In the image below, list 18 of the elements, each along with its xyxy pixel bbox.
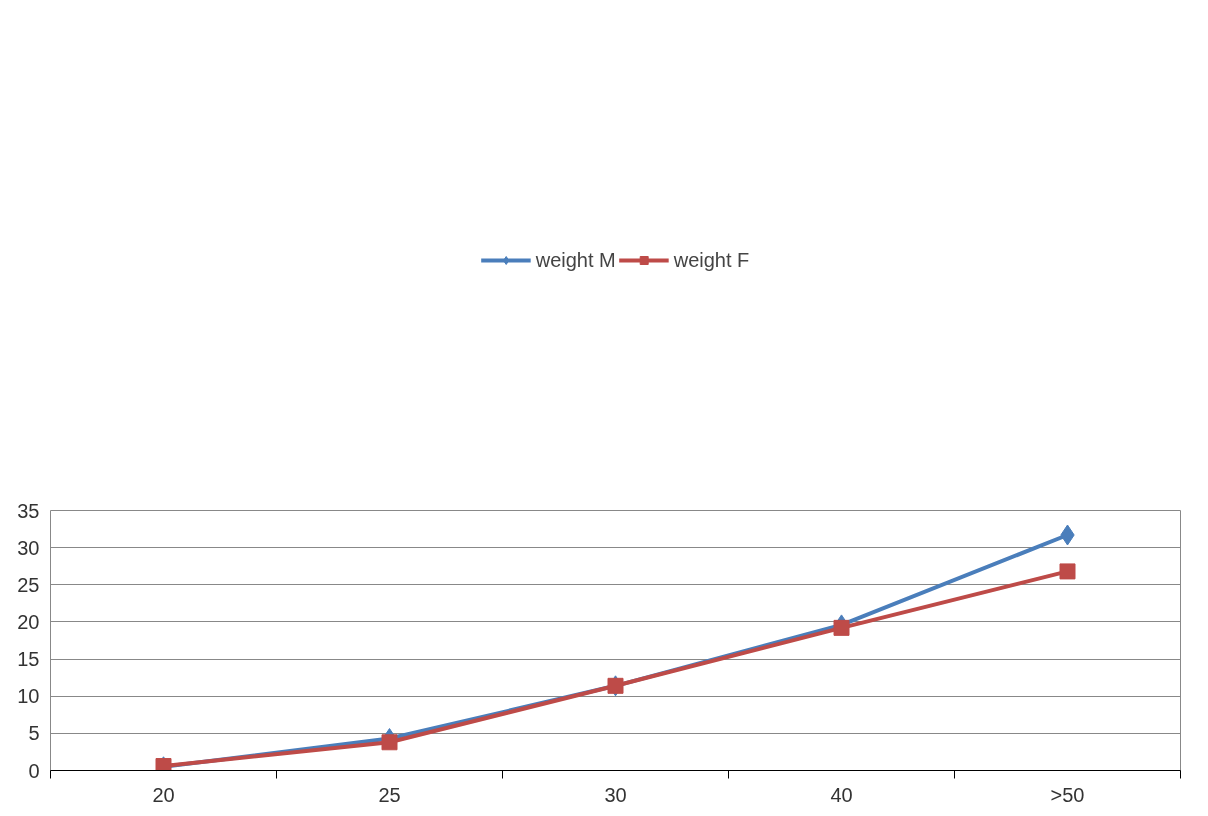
x-tick-label: 20 [152, 783, 175, 806]
y-tick-label: 30 [17, 536, 40, 559]
y-tick-label: 35 [17, 499, 40, 522]
legend-label: weight F [673, 248, 750, 272]
y-tick-label: 10 [17, 685, 40, 708]
y-tick-label: 0 [28, 759, 40, 782]
y-tick-label: 5 [28, 722, 40, 745]
y-tick-label: 15 [17, 648, 40, 671]
point [1059, 563, 1076, 580]
point [833, 619, 850, 636]
x-tick-label: 30 [604, 783, 627, 806]
x-tick-label: >50 [1050, 783, 1085, 806]
y-tick-label: 20 [17, 610, 40, 633]
x-tick-label: 40 [830, 783, 853, 806]
point [381, 734, 398, 751]
y-tick-label: 25 [17, 573, 40, 596]
x-tick-label: 25 [378, 783, 401, 806]
legend-label: weight M [535, 248, 616, 272]
